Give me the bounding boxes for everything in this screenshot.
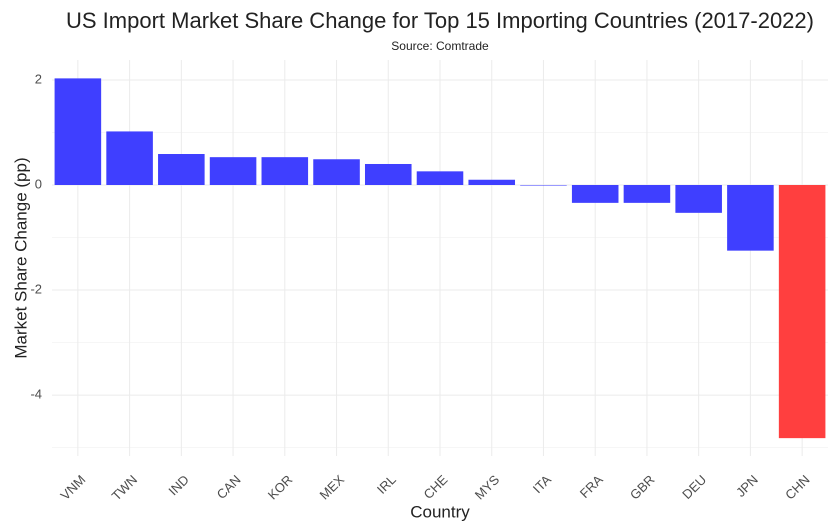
bar [520, 184, 567, 186]
bar [416, 171, 464, 185]
bar [623, 184, 671, 203]
x-tick-label: KOR [265, 472, 296, 503]
x-tick-label: MYS [472, 472, 503, 503]
x-tick-label: IRL [374, 472, 399, 497]
chart-subtitle: Source: Comtrade [391, 39, 489, 53]
bar [571, 184, 619, 203]
bar [209, 157, 257, 185]
x-tick-label: ITA [530, 472, 554, 496]
x-tick-label: CAN [214, 472, 244, 502]
y-tick-label: 0 [35, 176, 42, 191]
bar [364, 163, 412, 185]
x-tick-label: JPN [733, 472, 761, 500]
bar [54, 78, 102, 185]
x-tick-label: MEX [317, 472, 348, 503]
y-tick-label: -4 [30, 387, 42, 402]
y-axis-title: Market Share Change (pp) [11, 157, 30, 358]
bar [261, 157, 309, 185]
x-tick-label: GBR [627, 472, 658, 503]
x-tick-label: DEU [679, 472, 709, 502]
x-axis-title: Country [410, 502, 470, 521]
y-tick-label: 2 [35, 71, 42, 86]
x-tick-label: VNM [57, 472, 88, 503]
chart-title: US Import Market Share Change for Top 15… [66, 8, 814, 33]
x-tick-label: CHN [782, 472, 813, 503]
bar [675, 184, 722, 213]
bar [158, 154, 205, 185]
bar [468, 179, 516, 185]
x-tick-label: IND [165, 472, 191, 498]
bar [106, 131, 153, 185]
bar [727, 184, 774, 251]
bar [313, 159, 360, 185]
bar [778, 184, 826, 439]
x-tick-label: TWN [109, 472, 141, 504]
x-tick-label: FRA [577, 472, 606, 501]
x-tick-label: CHE [421, 472, 451, 502]
y-tick-label: -2 [30, 281, 42, 296]
